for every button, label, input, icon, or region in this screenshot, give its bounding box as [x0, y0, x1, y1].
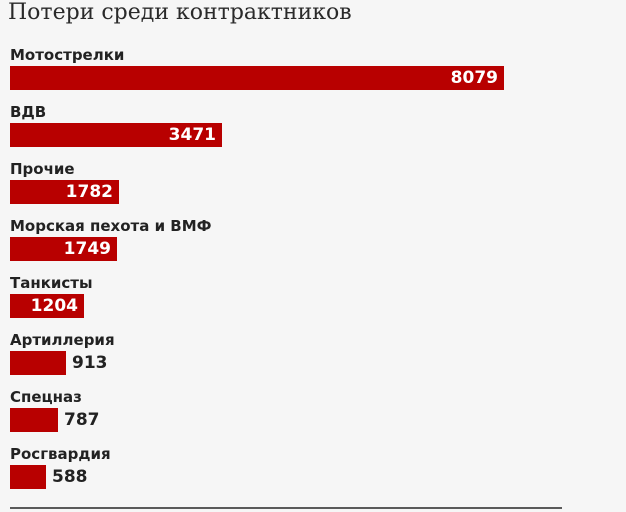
category-label: ВДВ — [10, 103, 47, 121]
bar-value-label: 3471 — [168, 125, 216, 145]
chart-baseline — [10, 507, 562, 509]
category-label: Спецназ — [10, 388, 82, 406]
bar — [10, 237, 117, 261]
bar — [10, 66, 504, 90]
bar — [10, 351, 66, 375]
bar-value-label: 787 — [64, 410, 100, 430]
bar-value-label: 8079 — [450, 68, 498, 88]
chart-title: Потери среди контрактников — [8, 0, 352, 25]
bar — [10, 180, 119, 204]
bar-value-label: 588 — [52, 467, 88, 487]
category-label: Росгвардия — [10, 445, 111, 463]
category-label: Морская пехота и ВМФ — [10, 217, 212, 235]
category-label: Танкисты — [10, 274, 93, 292]
bar — [10, 294, 84, 318]
bar-value-label: 1782 — [65, 182, 113, 202]
bar — [10, 408, 58, 432]
category-label: Артиллерия — [10, 331, 115, 349]
bar — [10, 123, 222, 147]
category-label: Мотострелки — [10, 46, 125, 64]
bar-value-label: 913 — [72, 353, 108, 373]
bar — [10, 465, 46, 489]
bar-value-label: 1204 — [30, 296, 78, 316]
category-label: Прочие — [10, 160, 75, 178]
bar-value-label: 1749 — [63, 239, 111, 259]
